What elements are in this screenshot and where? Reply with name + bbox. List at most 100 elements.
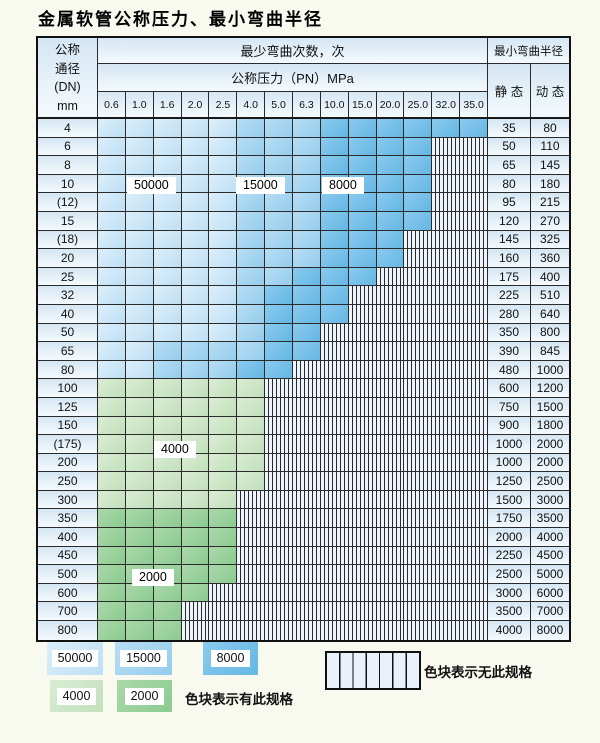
spec-cell (181, 137, 210, 157)
spec-cell (320, 119, 349, 138)
spec-cell (293, 602, 321, 622)
spec-cell (181, 267, 210, 287)
spec-cell (98, 360, 126, 380)
spec-cells (98, 416, 489, 436)
spec-cell (181, 565, 210, 584)
pressure-tick: 1.6 (153, 92, 182, 117)
dynamic-radius-value: 800 (531, 323, 569, 343)
spec-cell (348, 546, 377, 566)
spec-cell (432, 342, 461, 361)
spec-cell (404, 472, 433, 491)
table-row: 150 900 1800 (38, 416, 569, 436)
spec-cell (181, 286, 210, 305)
spec-cell (320, 360, 349, 380)
spec-cell (237, 583, 266, 603)
spec-cell (181, 416, 210, 436)
spec-cell (404, 416, 433, 436)
spec-cell (460, 137, 489, 157)
dynamic-radius-value: 5000 (531, 565, 569, 584)
dn-cell: 500 (38, 565, 98, 584)
spec-cell (432, 565, 461, 584)
spec-cell (320, 509, 349, 529)
spec-cell (348, 286, 377, 305)
spec-cell (265, 453, 294, 473)
spec-cell (404, 267, 433, 287)
spec-cell (125, 453, 154, 473)
dynamic-radius-value: 215 (531, 193, 569, 212)
spec-cell (432, 230, 461, 250)
spec-cell (432, 453, 461, 473)
spec-cell (125, 490, 154, 510)
spec-cell (237, 416, 266, 436)
spec-cell (376, 119, 405, 138)
spec-cell (320, 621, 349, 640)
legend-label-15000: 15000 (120, 650, 167, 667)
spec-cell (460, 174, 489, 194)
dn-cell: 80 (38, 360, 98, 380)
spec-cell (98, 342, 126, 361)
dn-cell: 125 (38, 397, 98, 417)
dynamic-radius-value: 3500 (531, 509, 569, 529)
table-row: (175) 1000 2000 (38, 435, 569, 454)
legend-swatch-50000: 50000 (47, 642, 103, 675)
spec-cell (237, 453, 266, 473)
spec-cell (237, 342, 266, 361)
spec-cells (98, 453, 489, 473)
spec-cell (125, 137, 154, 157)
spec-cell (209, 342, 238, 361)
spec-cell (404, 528, 433, 547)
spec-cell (348, 379, 377, 398)
spec-cell (348, 304, 377, 324)
spec-cells (98, 249, 489, 268)
spec-cell (460, 211, 489, 231)
spec-cell (376, 453, 405, 473)
spec-cell (209, 379, 238, 398)
spec-cells (98, 621, 489, 640)
spec-cell (125, 156, 154, 175)
radius-header-group: 最小弯曲半径 静 态 动 态 (488, 38, 569, 117)
dynamic-radius-value: 510 (531, 286, 569, 305)
table-header: 公称 通径 (DN) mm 最少弯曲次数，次 公称压力（PN）MPa 0.6 1.0 1.… (38, 38, 569, 119)
spec-cell (348, 528, 377, 547)
spec-cell (460, 435, 489, 454)
dn-cell: 450 (38, 546, 98, 566)
spec-cells (98, 230, 489, 250)
spec-cell (265, 583, 294, 603)
spec-cell (432, 267, 461, 287)
spec-cell (209, 249, 238, 268)
spec-cell (404, 453, 433, 473)
spec-cell (153, 249, 182, 268)
spec-cells (98, 137, 489, 157)
spec-cell (404, 137, 433, 157)
spec-cell (293, 193, 321, 212)
spec-cell (320, 435, 349, 454)
spec-cell (404, 621, 433, 640)
spec-cell (181, 230, 210, 250)
spec-cell (209, 490, 238, 510)
spec-cell (320, 137, 349, 157)
spec-cell (320, 528, 349, 547)
spec-cells (98, 267, 489, 287)
spec-cell (153, 583, 182, 603)
spec-cell (265, 304, 294, 324)
spec-cells (98, 342, 489, 361)
spec-cell (432, 286, 461, 305)
dn-cell: 20 (38, 249, 98, 268)
static-radius-value: 1750 (488, 509, 531, 529)
spec-cell (320, 211, 349, 231)
spec-cell (348, 435, 377, 454)
spec-table: 公称 通径 (DN) mm 最少弯曲次数，次 公称压力（PN）MPa 0.6 1.0 1.… (36, 36, 571, 642)
spec-cell (98, 286, 126, 305)
spec-cell (153, 156, 182, 175)
spec-cell (209, 453, 238, 473)
spec-cell (404, 193, 433, 212)
spec-cell (404, 323, 433, 343)
spec-cell (98, 509, 126, 529)
spec-cell (404, 583, 433, 603)
spec-cell (404, 509, 433, 529)
spec-cell (265, 137, 294, 157)
spec-cells (98, 602, 489, 622)
spec-cell (293, 342, 321, 361)
spec-cell (265, 546, 294, 566)
spec-cell (432, 602, 461, 622)
